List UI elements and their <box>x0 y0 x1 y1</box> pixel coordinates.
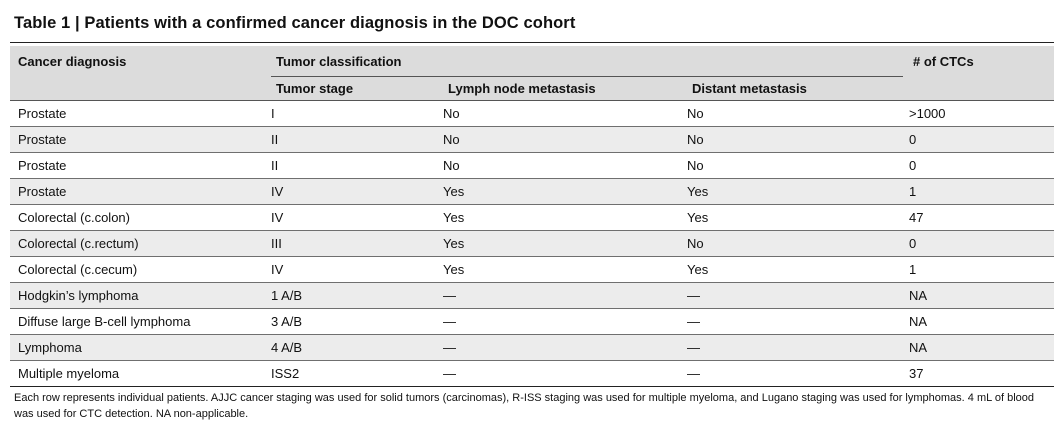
cell-tumor-stage: II <box>271 152 443 179</box>
table-row: Lymphoma 4 A/B — — NA <box>10 334 1054 361</box>
cell-tumor-stage: 1 A/B <box>271 282 443 309</box>
cell-cancer-diagnosis: Multiple myeloma <box>10 360 271 387</box>
cell-distant-metastasis: Yes <box>687 256 909 283</box>
table-row: Prostate II No No 0 <box>10 152 1054 179</box>
cell-tumor-stage: IV <box>271 178 443 205</box>
cell-num-ctcs: NA <box>909 308 1054 335</box>
cell-tumor-stage: 4 A/B <box>271 334 443 361</box>
table-row: Colorectal (c.rectum) III Yes No 0 <box>10 230 1054 257</box>
table-row: Hodgkin’s lymphoma 1 A/B — — NA <box>10 282 1054 309</box>
cell-num-ctcs: 37 <box>909 360 1054 387</box>
cell-distant-metastasis: No <box>687 126 909 153</box>
cell-cancer-diagnosis: Colorectal (c.colon) <box>10 204 271 231</box>
cell-num-ctcs: 1 <box>909 178 1054 205</box>
cell-num-ctcs: 0 <box>909 230 1054 257</box>
cell-tumor-stage: I <box>271 101 443 127</box>
cell-num-ctcs: NA <box>909 334 1054 361</box>
cell-distant-metastasis: No <box>687 230 909 257</box>
table-title: Table 1 | Patients with a confirmed canc… <box>14 14 576 32</box>
header-group-rule <box>271 76 903 77</box>
cell-lymph-node-metastasis: — <box>443 282 687 309</box>
cell-lymph-node-metastasis: Yes <box>443 256 687 283</box>
header-lymph-node-metastasis: Lymph node metastasis <box>448 81 596 96</box>
header-num-ctcs: # of CTCs <box>913 54 974 69</box>
table-row: Multiple myeloma ISS2 — — 37 <box>10 360 1054 387</box>
header-tumor-stage: Tumor stage <box>276 81 354 96</box>
cell-cancer-diagnosis: Colorectal (c.cecum) <box>10 256 271 283</box>
cell-lymph-node-metastasis: — <box>443 334 687 361</box>
cell-cancer-diagnosis: Prostate <box>10 101 271 127</box>
cell-distant-metastasis: — <box>687 308 909 335</box>
cell-lymph-node-metastasis: No <box>443 126 687 153</box>
table-row: Diffuse large B-cell lymphoma 3 A/B — — … <box>10 308 1054 335</box>
table-row: Colorectal (c.cecum) IV Yes Yes 1 <box>10 256 1054 283</box>
cell-lymph-node-metastasis: No <box>443 101 687 127</box>
cell-tumor-stage: II <box>271 126 443 153</box>
cell-tumor-stage: III <box>271 230 443 257</box>
cell-distant-metastasis: — <box>687 334 909 361</box>
cell-num-ctcs: 0 <box>909 152 1054 179</box>
cell-cancer-diagnosis: Colorectal (c.rectum) <box>10 230 271 257</box>
cell-lymph-node-metastasis: No <box>443 152 687 179</box>
cell-lymph-node-metastasis: Yes <box>443 178 687 205</box>
top-rule <box>10 42 1054 43</box>
table-footnote: Each row represents individual patients.… <box>14 392 1035 420</box>
patients-table: Prostate I No No >1000 Prostate II No No… <box>10 101 1054 387</box>
cell-lymph-node-metastasis: — <box>443 360 687 387</box>
cell-cancer-diagnosis: Hodgkin’s lymphoma <box>10 282 271 309</box>
cell-distant-metastasis: Yes <box>687 204 909 231</box>
table-row: Prostate I No No >1000 <box>10 101 1054 127</box>
cell-num-ctcs: NA <box>909 282 1054 309</box>
table-row: Colorectal (c.colon) IV Yes Yes 47 <box>10 204 1054 231</box>
cell-lymph-node-metastasis: Yes <box>443 204 687 231</box>
cell-distant-metastasis: — <box>687 360 909 387</box>
header-distant-metastasis: Distant metastasis <box>692 81 807 96</box>
header-tumor-classification: Tumor classification <box>276 54 402 69</box>
cell-tumor-stage: ISS2 <box>271 360 443 387</box>
table-row: Prostate IV Yes Yes 1 <box>10 178 1054 205</box>
cell-num-ctcs: >1000 <box>909 101 1054 127</box>
cell-cancer-diagnosis: Prostate <box>10 126 271 153</box>
cell-cancer-diagnosis: Lymphoma <box>10 334 271 361</box>
cell-lymph-node-metastasis: — <box>443 308 687 335</box>
table-header <box>10 46 1054 101</box>
cell-distant-metastasis: No <box>687 152 909 179</box>
table-row: Prostate II No No 0 <box>10 126 1054 153</box>
cell-cancer-diagnosis: Diffuse large B-cell lymphoma <box>10 308 271 335</box>
cell-distant-metastasis: — <box>687 282 909 309</box>
cell-tumor-stage: IV <box>271 256 443 283</box>
cell-num-ctcs: 0 <box>909 126 1054 153</box>
cell-distant-metastasis: No <box>687 101 909 127</box>
cell-cancer-diagnosis: Prostate <box>10 152 271 179</box>
cell-lymph-node-metastasis: Yes <box>443 230 687 257</box>
cell-num-ctcs: 47 <box>909 204 1054 231</box>
cell-cancer-diagnosis: Prostate <box>10 178 271 205</box>
cell-num-ctcs: 1 <box>909 256 1054 283</box>
cell-tumor-stage: 3 A/B <box>271 308 443 335</box>
cell-distant-metastasis: Yes <box>687 178 909 205</box>
header-cancer-diagnosis: Cancer diagnosis <box>18 54 127 69</box>
header-bottom-rule <box>10 100 1054 101</box>
cell-tumor-stage: IV <box>271 204 443 231</box>
